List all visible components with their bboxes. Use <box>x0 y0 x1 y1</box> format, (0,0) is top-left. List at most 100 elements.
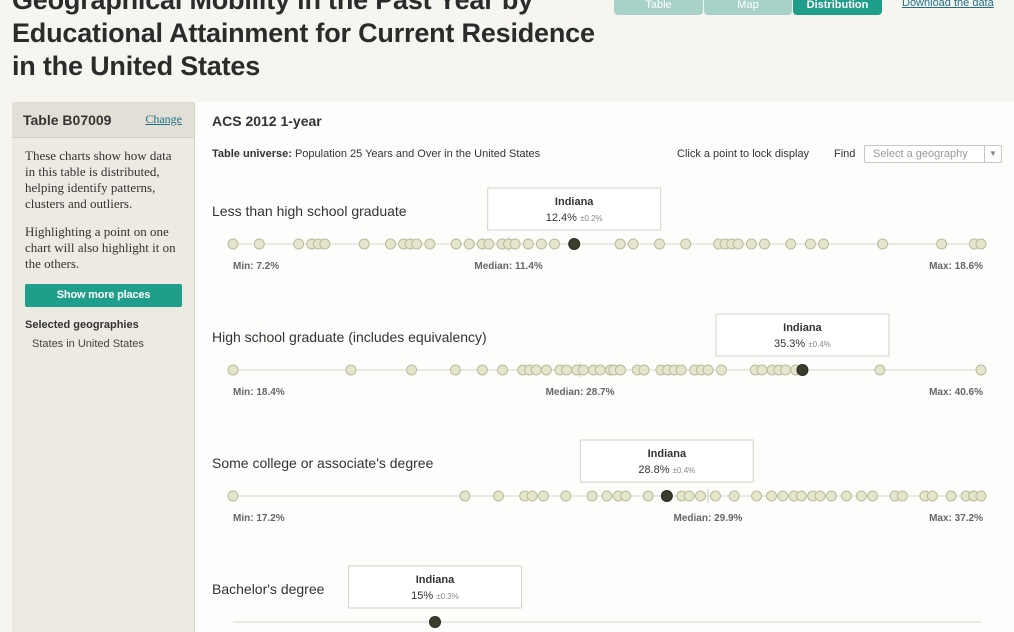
data-point[interactable] <box>780 364 792 376</box>
show-more-places-button[interactable]: Show more places <box>25 284 182 307</box>
data-point[interactable] <box>530 364 542 376</box>
data-point[interactable] <box>795 490 807 502</box>
find-label: Find <box>834 148 856 160</box>
data-point[interactable] <box>695 490 706 502</box>
data-point[interactable] <box>877 238 889 250</box>
highlighted-point[interactable] <box>568 238 581 250</box>
data-point[interactable] <box>601 490 613 502</box>
data-point[interactable] <box>896 490 908 502</box>
data-point[interactable] <box>732 238 744 250</box>
data-point[interactable] <box>406 364 418 376</box>
data-point[interactable] <box>627 238 639 250</box>
data-point[interactable] <box>751 490 763 502</box>
data-point[interactable] <box>535 238 547 250</box>
sidebar-description: These charts show how data in this table… <box>25 148 172 211</box>
data-point[interactable] <box>756 364 768 376</box>
data-point[interactable] <box>497 364 509 376</box>
tab-map[interactable]: Map <box>704 0 792 15</box>
data-point[interactable] <box>614 238 626 250</box>
data-point[interactable] <box>463 238 475 250</box>
data-point[interactable] <box>818 238 830 250</box>
highlighted-point[interactable] <box>429 616 442 628</box>
highlighted-point[interactable] <box>796 364 809 376</box>
universe-label: Table universe: <box>212 148 292 160</box>
data-point[interactable] <box>825 490 837 502</box>
data-point[interactable] <box>683 490 695 502</box>
data-point[interactable] <box>702 364 714 376</box>
data-point[interactable] <box>758 238 770 250</box>
data-point[interactable] <box>620 490 632 502</box>
data-point[interactable] <box>945 490 957 502</box>
data-point[interactable] <box>709 490 721 502</box>
data-point[interactable] <box>975 238 987 250</box>
tooltip-value-number: 12.4% <box>546 212 580 224</box>
data-point[interactable] <box>540 364 552 376</box>
data-point[interactable] <box>358 238 370 250</box>
data-point[interactable] <box>449 364 461 376</box>
tab-table[interactable]: Table <box>614 0 703 15</box>
data-point[interactable] <box>522 238 534 250</box>
data-point[interactable] <box>975 364 987 376</box>
data-point[interactable] <box>745 238 757 250</box>
universe-value: Population 25 Years and Over in the Unit… <box>294 148 541 160</box>
data-point[interactable] <box>384 238 396 250</box>
data-point[interactable] <box>638 364 650 376</box>
highlighted-point[interactable] <box>660 490 673 502</box>
tooltip-geography: Indiana <box>416 574 455 586</box>
data-point[interactable] <box>509 238 521 250</box>
data-point[interactable] <box>227 238 239 250</box>
data-point[interactable] <box>227 364 239 376</box>
data-point[interactable] <box>675 364 687 376</box>
data-point[interactable] <box>345 364 357 376</box>
chart-title: Less than high school graduate <box>212 203 407 219</box>
download-data-link[interactable]: Download the data <box>902 0 994 9</box>
data-point[interactable] <box>642 490 654 502</box>
data-point[interactable] <box>840 490 852 502</box>
data-point[interactable] <box>450 238 462 250</box>
data-point[interactable] <box>804 238 816 250</box>
data-point[interactable] <box>526 490 538 502</box>
data-point[interactable] <box>867 490 879 502</box>
data-point[interactable] <box>814 490 826 502</box>
data-point[interactable] <box>926 490 938 502</box>
sidebar-highlight-note: Highlighting a point on one chart will a… <box>25 224 176 271</box>
chevron-down-icon[interactable]: ▼ <box>984 146 1001 162</box>
data-point[interactable] <box>936 238 948 250</box>
selected-geography-item[interactable]: States in United States <box>32 338 144 350</box>
data-point[interactable] <box>874 364 886 376</box>
data-point[interactable] <box>424 238 436 250</box>
data-point[interactable] <box>614 364 626 376</box>
change-table-link[interactable]: Change <box>145 112 182 126</box>
data-point[interactable] <box>483 238 495 250</box>
data-point[interactable] <box>586 490 598 502</box>
data-point[interactable] <box>476 364 488 376</box>
data-point[interactable] <box>319 238 331 250</box>
data-point[interactable] <box>227 490 239 502</box>
data-point[interactable] <box>785 238 797 250</box>
data-point[interactable] <box>577 364 589 376</box>
data-point[interactable] <box>561 364 573 376</box>
data-point[interactable] <box>493 490 505 502</box>
data-point[interactable] <box>411 238 423 250</box>
data-point[interactable] <box>549 238 561 250</box>
data-point[interactable] <box>459 490 471 502</box>
data-point[interactable] <box>537 490 549 502</box>
tooltip-box <box>715 313 890 357</box>
data-point[interactable] <box>975 490 987 502</box>
data-point[interactable] <box>777 490 789 502</box>
data-point[interactable] <box>766 490 778 502</box>
data-point[interactable] <box>716 364 728 376</box>
data-point[interactable] <box>653 238 665 250</box>
data-point[interactable] <box>293 238 305 250</box>
data-point[interactable] <box>594 364 606 376</box>
tab-distribution[interactable]: Distribution <box>793 0 882 15</box>
data-point[interactable] <box>855 490 867 502</box>
chart-title: High school graduate (includes equivalen… <box>212 329 487 345</box>
data-point[interactable] <box>253 238 265 250</box>
tooltip-value: 12.4% ±0.2% <box>546 212 603 224</box>
data-point[interactable] <box>560 490 572 502</box>
data-point[interactable] <box>680 238 692 250</box>
data-point[interactable] <box>728 490 740 502</box>
geography-select[interactable]: Select a geography ▼ <box>864 145 1002 163</box>
tooltip-moe: ±0.4% <box>673 466 696 475</box>
